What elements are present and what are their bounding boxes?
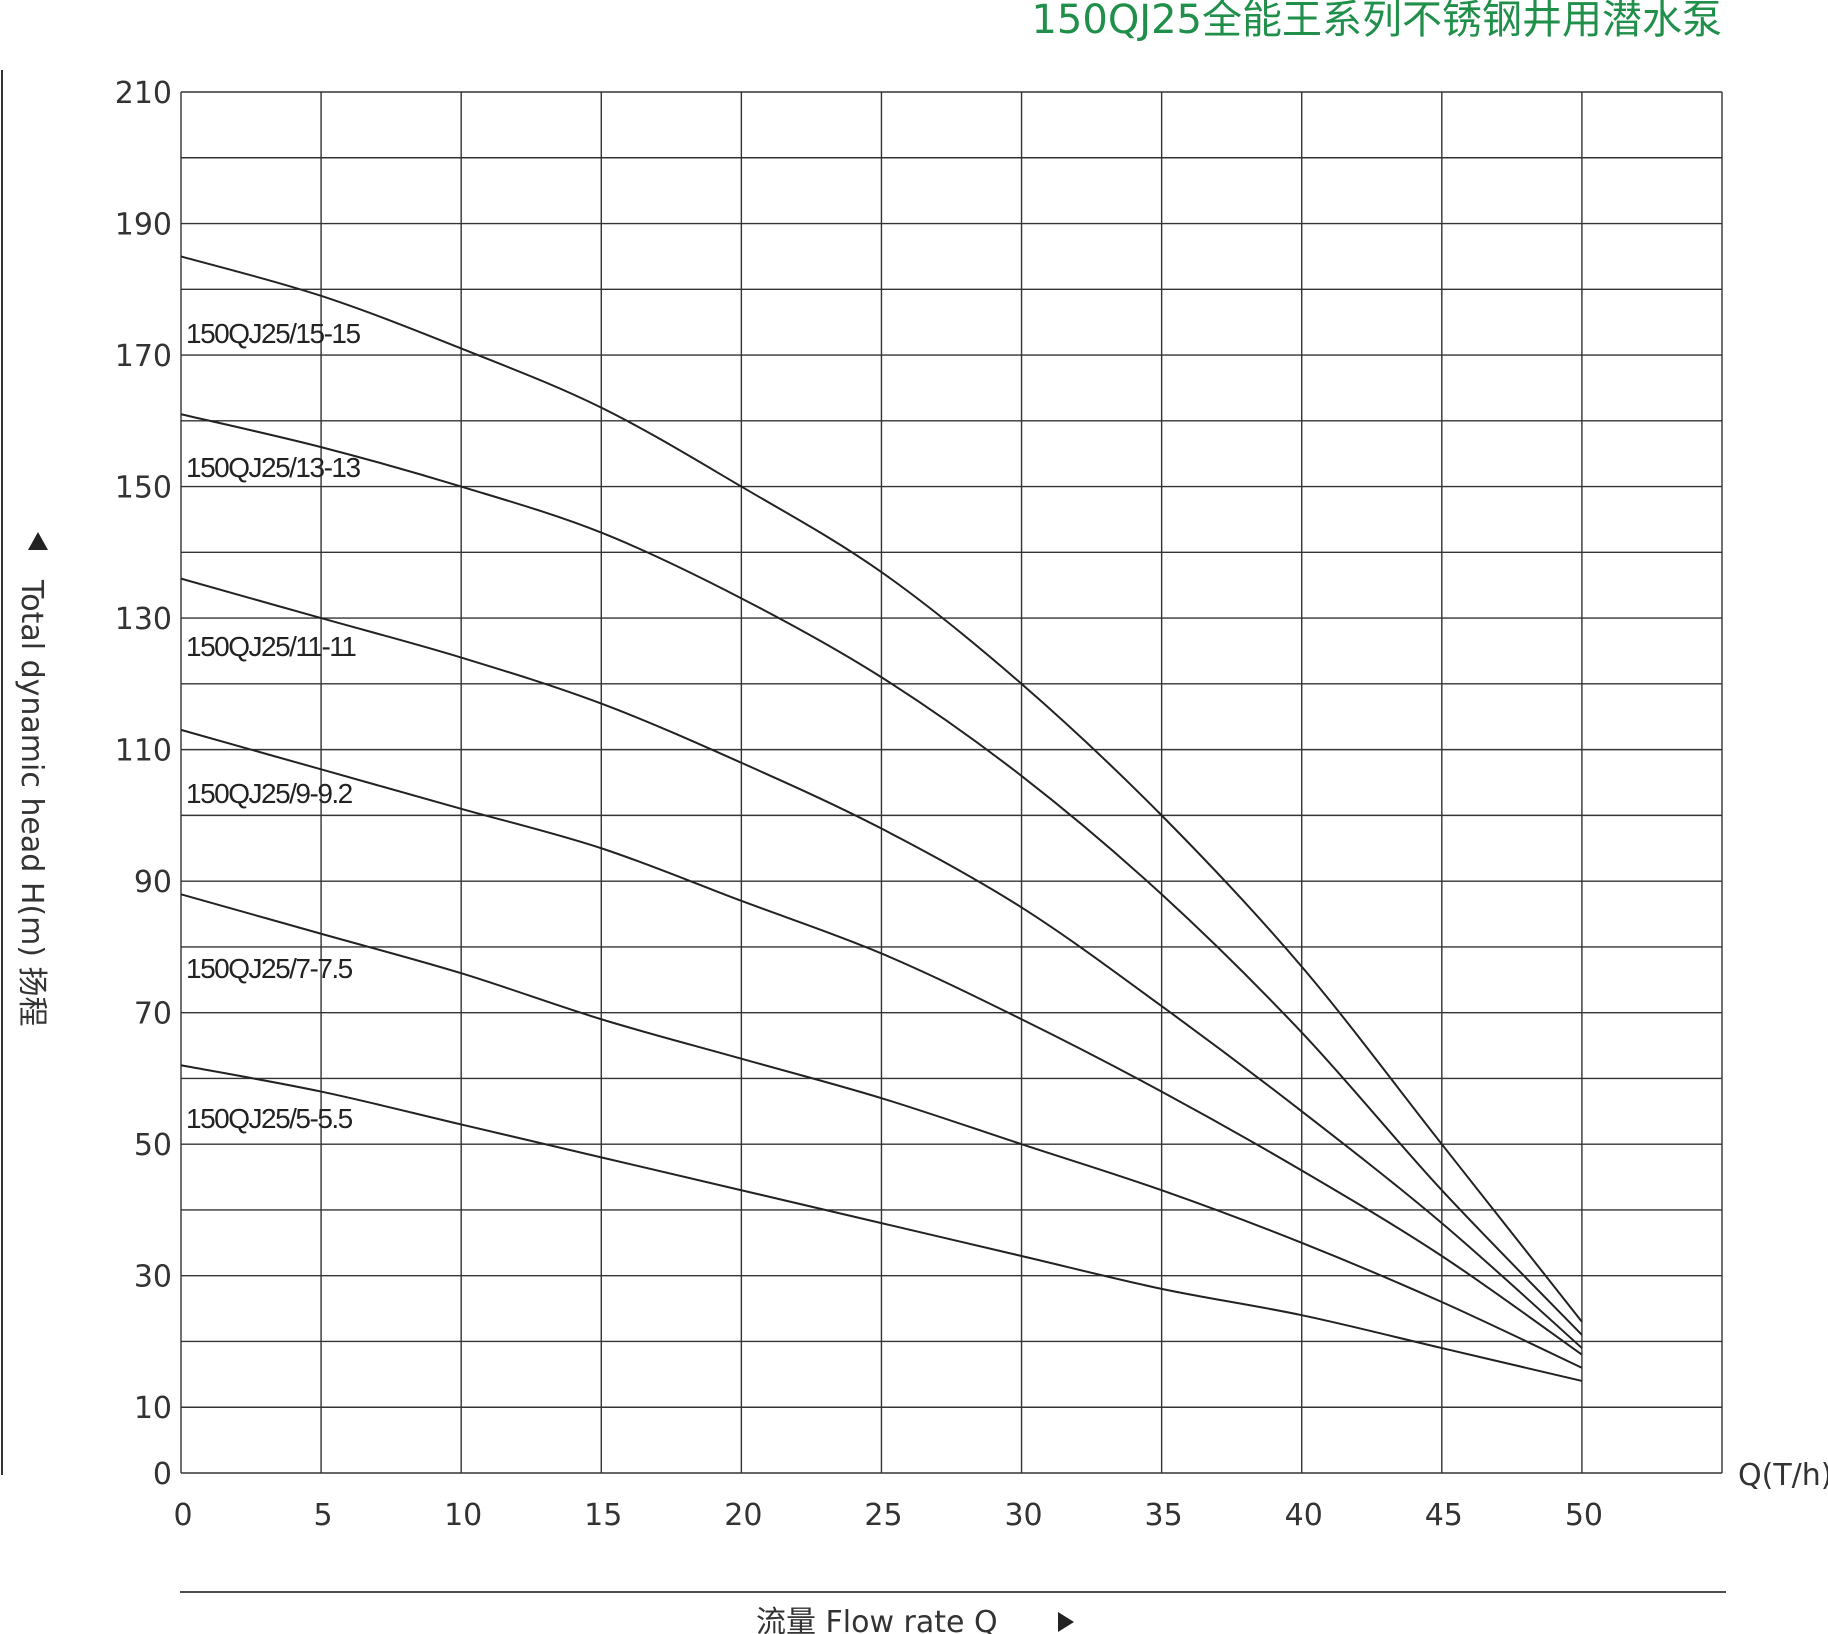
x-tick-label: 15 [584, 1498, 622, 1533]
x-tick-labels: 0 5 10 15 20 25 30 35 40 45 50 [173, 1498, 1603, 1533]
chart-title: 150QJ25全能王系列不锈钢井用潜水泵 [1031, 0, 1722, 43]
x-tick-label: 5 [314, 1498, 333, 1533]
y-tick-label: 170 [115, 339, 172, 374]
y-tick-label: 190 [115, 208, 172, 243]
y-tick-label: 10 [134, 1391, 172, 1426]
series-label: 150QJ25/11-11 [186, 631, 356, 662]
x-tick-label: 10 [444, 1498, 482, 1533]
series-label: 150QJ25/7-7.5 [186, 953, 353, 984]
y-tick-label: 150 [115, 471, 172, 506]
x-tick-label: 40 [1285, 1498, 1323, 1533]
series-label: 150QJ25/13-13 [186, 452, 360, 483]
x-unit-label: Q(T/h) [1738, 1458, 1828, 1493]
x-tick-label: 20 [724, 1498, 762, 1533]
y-tick-label: 50 [134, 1128, 172, 1163]
y-axis-label: Total dynamic head H(m) 扬程 [14, 579, 49, 1027]
y-tick-label: 70 [134, 997, 172, 1032]
x-tick-label: 25 [864, 1498, 902, 1533]
x-tick-label: 45 [1425, 1498, 1463, 1533]
x-axis-label: 流量 Flow rate Q [756, 1605, 998, 1634]
series-line [180, 255, 1583, 1323]
x-tick-label: 50 [1565, 1498, 1603, 1533]
y-direction-arrow-icon [28, 532, 48, 550]
y-tick-label: 0 [153, 1457, 172, 1492]
y-tick-label: 210 [115, 76, 172, 111]
series-label: 150QJ25/15-15 [186, 318, 360, 349]
x-tick-label: 30 [1004, 1498, 1042, 1533]
y-tick-label: 90 [134, 865, 172, 900]
series-line [180, 413, 1583, 1336]
head-curves [180, 255, 1583, 1382]
y-tick-labels: 0 10 30 50 70 90 110 130 150 170 190 210 [115, 76, 172, 1492]
y-tick-label: 30 [134, 1260, 172, 1295]
x-tick-label: 0 [173, 1498, 192, 1533]
y-tick-label: 110 [115, 734, 172, 769]
plot-grid [180, 91, 1723, 1474]
x-tick-label: 35 [1145, 1498, 1183, 1533]
y-tick-label: 130 [115, 602, 172, 637]
series-line [180, 728, 1583, 1356]
series-label: 150QJ25/9-9.2 [186, 778, 353, 809]
series-labels: 150QJ25/15-15 150QJ25/13-13 150QJ25/11-11 1… [186, 318, 362, 1134]
series-label: 150QJ25/5-5.5 [186, 1103, 353, 1134]
x-direction-arrow-icon [1058, 1612, 1074, 1632]
series-line [180, 893, 1583, 1369]
series-line [180, 1064, 1583, 1382]
series-line [180, 577, 1583, 1349]
